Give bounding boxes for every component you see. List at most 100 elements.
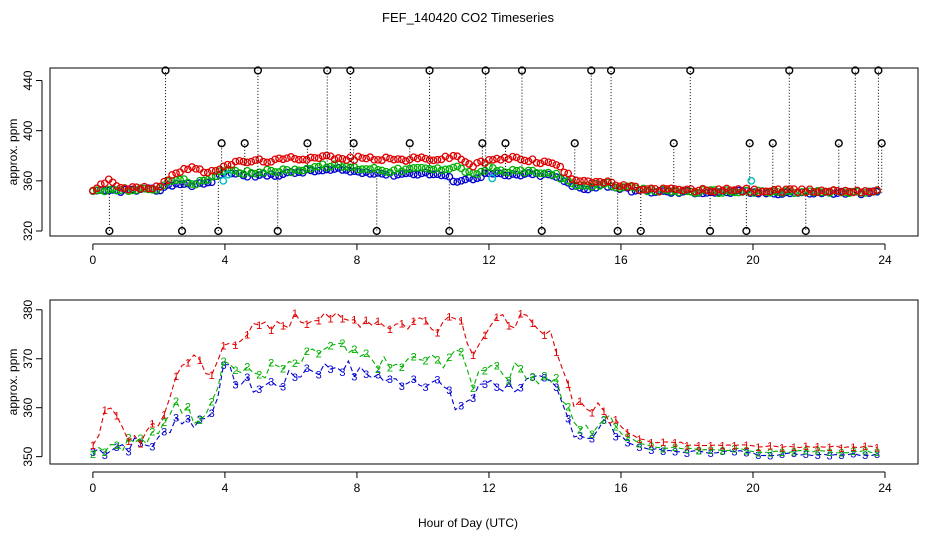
series-2-point-label: 2 (743, 446, 749, 458)
series-1-point-label: 1 (767, 441, 773, 453)
series-1-point (770, 185, 778, 194)
series-1-point-label: 1 (755, 442, 761, 454)
series-2-point (235, 169, 244, 177)
series-2-point (306, 164, 315, 173)
series-3-point-label: 3 (791, 448, 797, 460)
calibration-point (768, 139, 777, 148)
series-1-point (504, 155, 513, 163)
series-1-point (671, 185, 679, 193)
series-2-point-label: 2 (197, 415, 203, 427)
series-1-point (679, 186, 687, 195)
series-2-point-label: 2 (125, 433, 131, 445)
series-3-point-label: 3 (399, 381, 405, 393)
series-1-point (718, 186, 727, 195)
series-1-point-label: 1 (482, 330, 488, 342)
series-1-point (144, 184, 153, 193)
series-1-point (568, 175, 576, 183)
series-2-point-label: 2 (577, 424, 583, 436)
series-1-point (306, 153, 315, 162)
series-3-point-label: 3 (660, 446, 666, 458)
series-1-point (556, 162, 565, 171)
calibration-point (669, 139, 678, 148)
series-1-point (599, 178, 608, 187)
bottom-x-tick-label: 20 (746, 481, 760, 495)
series-2-point (493, 167, 501, 175)
series-1-point (374, 155, 382, 164)
series-2-point (481, 166, 489, 175)
series-1-point (841, 186, 850, 195)
series-3-point-label: 3 (696, 446, 702, 458)
series-3-point-label: 3 (708, 448, 714, 460)
series-1-point (873, 186, 881, 194)
series-3-point-label: 3 (553, 382, 559, 394)
series-1-point (302, 156, 311, 164)
series-1-point (148, 184, 157, 193)
series-3-point (445, 172, 454, 181)
series-1-point-label: 1 (577, 396, 583, 408)
series-1-point (714, 185, 723, 194)
calibration-point (405, 139, 414, 148)
series-2-point (310, 162, 319, 171)
series-1-point-label: 1 (731, 441, 737, 453)
series-1-point-label: 1 (470, 350, 476, 362)
series-2-point (338, 163, 347, 171)
series-2-point (528, 166, 537, 175)
series-3-point-label: 3 (458, 401, 464, 413)
series-1-point (96, 180, 105, 189)
series-2-point (330, 160, 339, 169)
series-3-point (188, 182, 196, 191)
series-1-point-label: 1 (553, 347, 559, 359)
series-3-point-label: 3 (292, 372, 298, 384)
series-2-point-label: 2 (458, 347, 464, 359)
series-2-point (496, 166, 505, 175)
series-2-point (160, 181, 169, 190)
series-1-point (536, 159, 545, 168)
series-2-point-label: 2 (221, 356, 227, 368)
series-3-point (473, 174, 481, 183)
top-y-tick-label: 320 (21, 221, 35, 241)
top-y-axis-label: approx. ppm (6, 119, 20, 186)
series-1-point-label: 1 (256, 320, 262, 332)
calibration-point (346, 66, 355, 75)
bottom-x-tick-label: 12 (482, 481, 496, 495)
series-2-point-label: 2 (339, 338, 345, 350)
series-1-point-label: 1 (363, 315, 369, 327)
calibration-point (742, 226, 751, 236)
series-1-point-label: 1 (636, 434, 642, 446)
series-1-point (318, 152, 327, 160)
calibration-point (501, 139, 510, 148)
series-2-point (421, 164, 430, 173)
series-1-point (786, 185, 794, 193)
series-2-point-label: 2 (672, 442, 678, 454)
series-1-point (647, 184, 656, 193)
series-1-point (128, 183, 137, 191)
calibration-point (834, 139, 843, 148)
series-1-point (845, 187, 854, 196)
series-2-point-label: 2 (256, 369, 262, 381)
series-2-point (374, 165, 382, 174)
series-3-point-label: 3 (874, 449, 880, 461)
series-2-point (322, 163, 331, 172)
bottom-x-tick-label: 0 (90, 481, 97, 495)
series-1-point (508, 152, 517, 161)
series-2-point-label: 2 (601, 415, 607, 427)
series-2-point (263, 165, 272, 174)
calibration-point (349, 139, 358, 148)
series-1-point (322, 151, 331, 160)
series-1-point-label: 1 (815, 442, 821, 454)
series-1-point (334, 154, 343, 162)
calibration-point (105, 226, 114, 236)
series-3-point-label: 3 (185, 413, 191, 425)
bottom-y-axis-label: approx. ppm (6, 349, 20, 416)
series-2-point-label: 2 (470, 383, 476, 395)
series-1-point (425, 156, 434, 164)
series-2-point-label: 2 (731, 444, 737, 456)
series-1-point (643, 185, 652, 193)
series-2-point (425, 165, 434, 173)
series-1-point-label: 1 (446, 311, 452, 323)
series-3-point-label: 3 (232, 379, 238, 391)
series-1-point (493, 154, 501, 163)
series-2-point-label: 2 (589, 429, 595, 441)
series-1-point (362, 154, 371, 163)
series-1-point-label: 1 (268, 325, 274, 337)
